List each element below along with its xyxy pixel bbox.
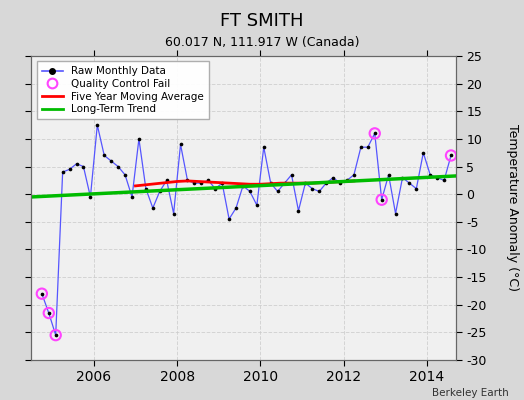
Point [322,180,330,186]
Point [350,172,358,178]
Point [51,332,60,338]
Point [149,205,157,211]
Point [204,177,212,184]
Point [419,150,428,156]
Point [315,188,323,195]
Point [364,144,372,150]
Point [156,188,164,195]
Point [177,141,185,148]
Point [385,172,393,178]
Text: FT SMITH: FT SMITH [220,12,304,30]
Point [86,194,95,200]
Point [114,163,122,170]
Point [253,202,261,208]
Point [447,152,455,159]
Point [370,130,379,136]
Point [162,177,171,184]
Point [329,174,337,181]
Point [45,310,53,316]
Point [259,144,268,150]
Point [79,163,88,170]
Point [218,180,226,186]
Point [51,332,60,338]
Y-axis label: Temperature Anomaly (°C): Temperature Anomaly (°C) [506,124,519,292]
Point [141,186,150,192]
Point [280,180,289,186]
Point [246,188,254,195]
Point [211,186,220,192]
Point [38,290,46,297]
Point [107,158,115,164]
Point [412,186,421,192]
Point [225,216,233,222]
Point [377,196,386,203]
Point [301,180,310,186]
Point [232,205,240,211]
Point [357,144,365,150]
Point [93,122,102,128]
Point [343,177,351,184]
Point [169,210,178,217]
Legend: Raw Monthly Data, Quality Control Fail, Five Year Moving Average, Long-Term Tren: Raw Monthly Data, Quality Control Fail, … [37,61,209,120]
Point [308,186,316,192]
Point [100,152,108,159]
Point [440,177,449,184]
Point [391,210,400,217]
Point [190,180,199,186]
Point [447,152,455,159]
Point [398,174,407,181]
Point [183,177,192,184]
Point [38,290,46,297]
Point [405,180,413,186]
Point [59,169,67,175]
Point [433,174,441,181]
Point [239,183,247,189]
Point [377,196,386,203]
Point [336,180,344,186]
Point [72,160,81,167]
Point [66,166,74,172]
Point [128,194,136,200]
Point [370,130,379,136]
Point [294,208,303,214]
Point [197,180,205,186]
Point [426,172,434,178]
Point [135,136,143,142]
Point [274,188,282,195]
Point [45,310,53,316]
Point [121,172,129,178]
Point [267,180,275,186]
Point [287,172,296,178]
Text: 60.017 N, 111.917 W (Canada): 60.017 N, 111.917 W (Canada) [165,36,359,49]
Text: Berkeley Earth: Berkeley Earth [432,388,508,398]
